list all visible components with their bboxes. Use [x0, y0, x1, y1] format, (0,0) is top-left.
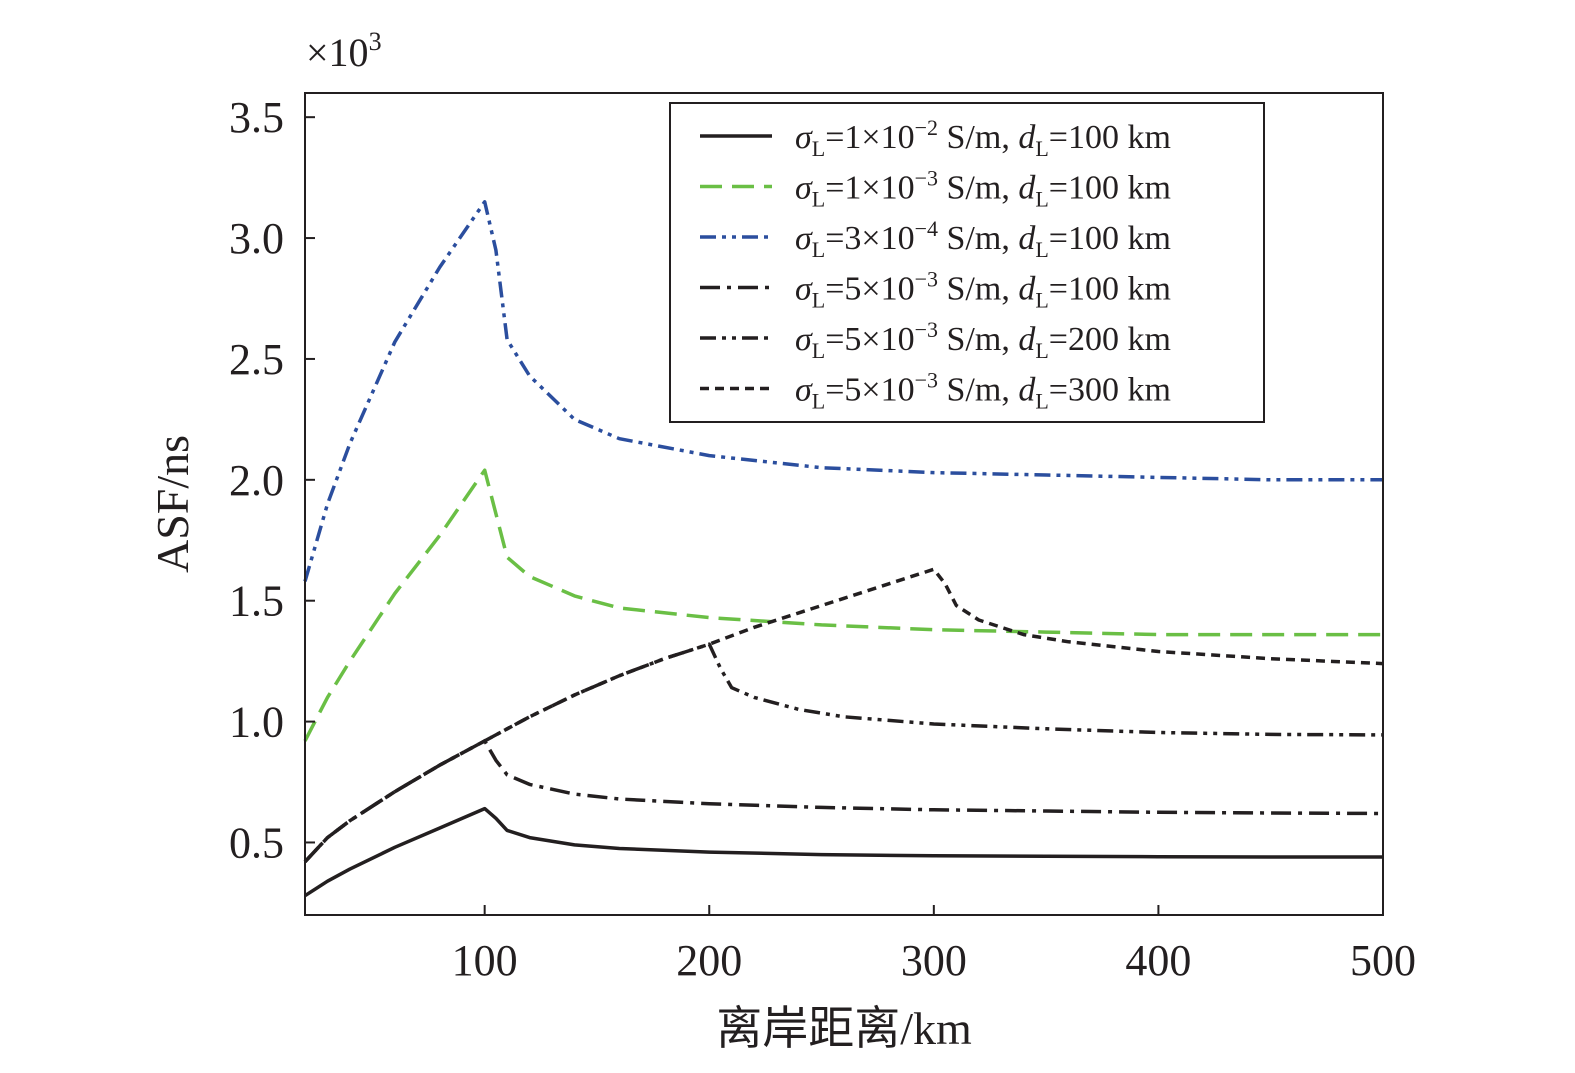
legend-entries: σL=1×10−2 S/m, dL=100 km σL=1×10−3 S/m, d… — [700, 115, 1171, 414]
x-axis-label: 离岸距离/km — [716, 1003, 972, 1054]
y-tick-label: 2.5 — [229, 335, 284, 384]
y-tick-label: 3.5 — [229, 93, 284, 142]
x-tick-label: 200 — [676, 936, 742, 985]
y-tick-label: 1.5 — [229, 577, 284, 626]
series-line-2 — [303, 468, 1383, 742]
legend-label-5: σL=5×10−3 S/m, dL=200 km — [795, 317, 1171, 363]
y-multiplier-exp: 3 — [369, 27, 382, 56]
legend-label-2: σL=1×10−3 S/m, dL=100 km — [795, 166, 1171, 212]
legend-label-4: σL=5×10−3 S/m, dL=100 km — [795, 267, 1171, 313]
y-axis-ticks: 0.5 1.0 1.5 2.0 2.5 3.0 3.5 — [229, 93, 315, 867]
series-line-3 — [303, 200, 1383, 582]
series-line-1 — [304, 806, 1383, 898]
y-multiplier-base: ×10 — [306, 30, 369, 75]
plot-area — [303, 92, 1384, 916]
x-axis-ticks: 100 200 300 400 500 — [452, 905, 1416, 985]
y-multiplier: ×103 — [306, 27, 382, 75]
x-tick-label: 300 — [901, 936, 967, 985]
series-layer — [303, 200, 1384, 898]
y-axis-label: ASF/ns — [147, 435, 198, 573]
x-tick-label: 100 — [452, 936, 518, 985]
y-tick-label: 2.0 — [229, 456, 284, 505]
legend-label-1: σL=1×10−2 S/m, dL=100 km — [795, 115, 1171, 161]
plot-frame — [304, 92, 1384, 916]
legend-label-6: σL=5×10−3 S/m, dL=300 km — [795, 368, 1171, 414]
y-tick-label: 0.5 — [229, 818, 284, 867]
legend: σL=1×10−2 S/m, dL=100 km σL=1×10−3 S/m, d… — [669, 102, 1265, 423]
x-tick-label: 400 — [1125, 936, 1191, 985]
legend-label-3: σL=3×10−4 S/m, dL=100 km — [795, 216, 1171, 262]
series-line-5 — [303, 642, 1384, 863]
y-tick-label: 3.0 — [229, 214, 284, 263]
x-tick-label: 500 — [1350, 936, 1416, 985]
legend-box — [669, 102, 1265, 423]
series-line-6 — [303, 567, 1384, 863]
y-tick-label: 1.0 — [229, 698, 284, 747]
